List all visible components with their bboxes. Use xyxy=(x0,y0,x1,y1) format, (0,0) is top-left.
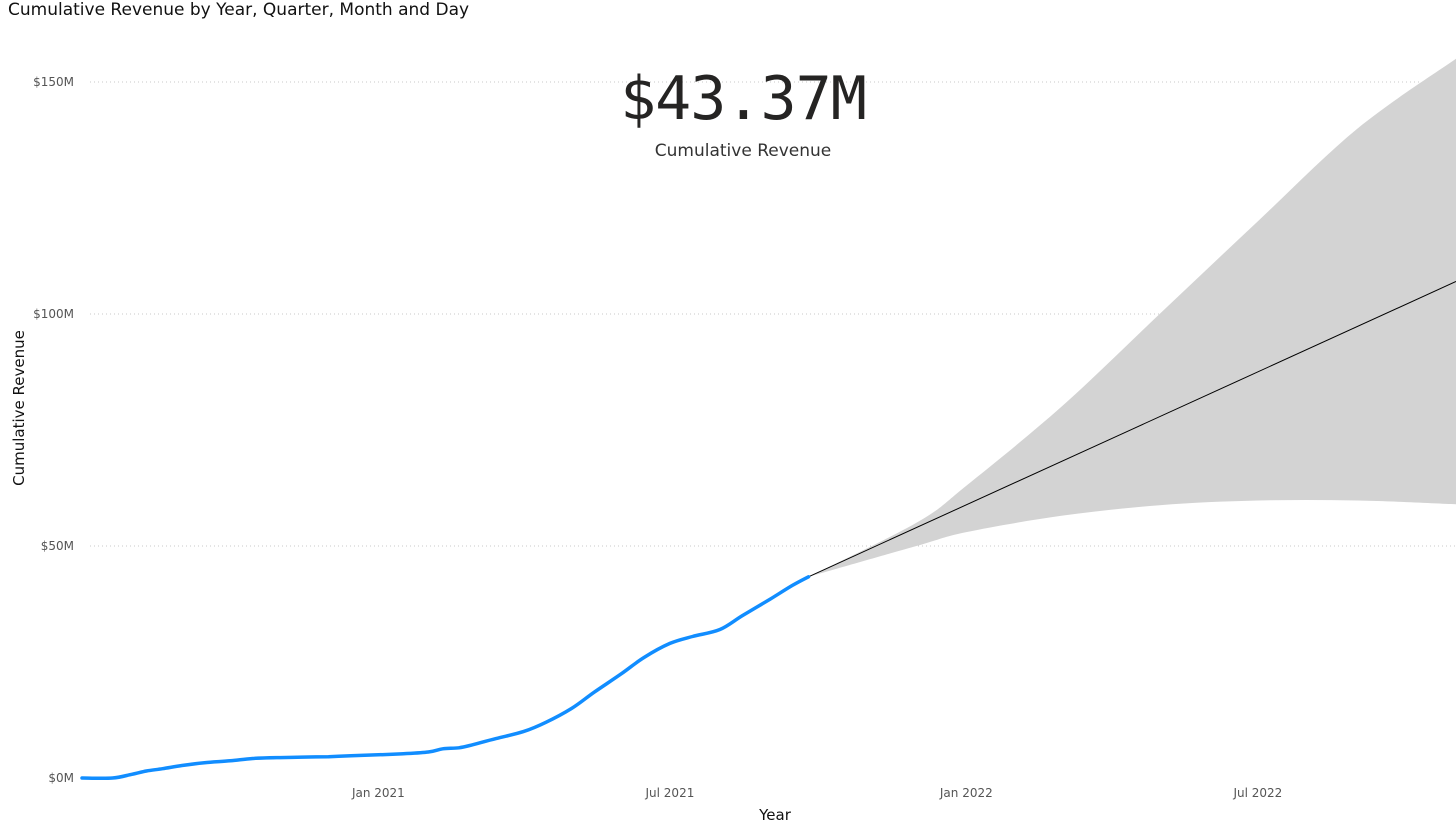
forecast-line xyxy=(808,281,1456,578)
y-tick-label: $100M xyxy=(33,307,74,321)
actual-revenue-line xyxy=(80,575,811,781)
x-tick-label: Jul 2022 xyxy=(1232,786,1282,800)
chart-title: Cumulative Revenue by Year, Quarter, Mon… xyxy=(8,0,470,20)
y-axis-title: Cumulative Revenue xyxy=(10,330,28,486)
actual-line-layer xyxy=(80,575,811,781)
y-axis-ticks: $0M $50M $100M $150M xyxy=(33,75,74,785)
forecast-line-layer xyxy=(808,281,1456,578)
x-tick-label: Jul 2021 xyxy=(645,786,695,800)
x-axis-title: Year xyxy=(758,806,792,824)
y-tick-label: $0M xyxy=(48,771,74,785)
forecast-confidence-band xyxy=(808,58,1456,577)
x-tick-label: Jan 2022 xyxy=(939,786,993,800)
forecast-band-area xyxy=(808,58,1456,577)
y-tick-label: $150M xyxy=(33,75,74,89)
x-tick-label: Jan 2021 xyxy=(351,786,405,800)
y-tick-label: $50M xyxy=(41,539,74,553)
kpi-label: Cumulative Revenue xyxy=(654,141,832,161)
x-axis-ticks: Jan 2021 Jul 2021 Jan 2022 Jul 2022 xyxy=(351,786,1282,800)
kpi-value: $43.37M xyxy=(620,64,867,134)
